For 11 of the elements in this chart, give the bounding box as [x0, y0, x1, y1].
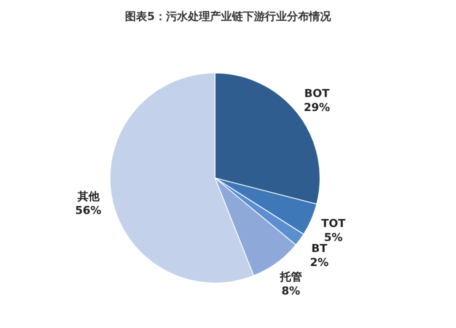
data-label: 29%	[304, 100, 330, 114]
data-label: 5%	[324, 231, 343, 244]
data-label: 2%	[310, 256, 329, 269]
slice-label: BT	[311, 242, 328, 255]
slice-label: BOT	[304, 86, 330, 100]
slice-label: 托管	[278, 270, 302, 284]
slice-label: TOT	[321, 217, 346, 230]
chart-title: 图表5：污水处理产业链下游行业分布情况	[125, 10, 332, 23]
data-label: 8%	[281, 284, 300, 298]
slice-label: 其他	[76, 190, 100, 204]
data-label: 56%	[75, 204, 102, 218]
